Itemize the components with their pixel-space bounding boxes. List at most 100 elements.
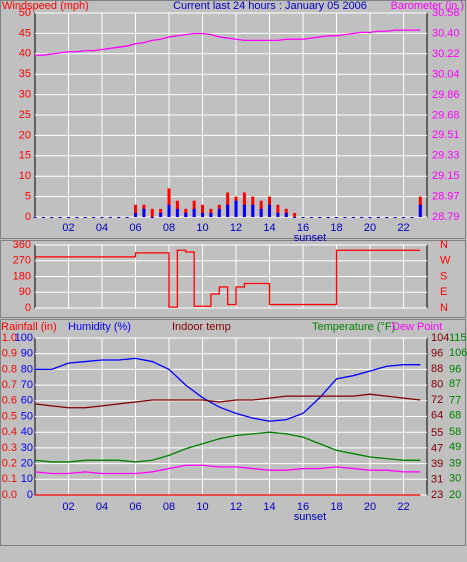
x-tick-label: 22: [397, 501, 409, 513]
y-tick-label: 45: [19, 27, 31, 39]
x-tick-label: 16: [297, 501, 309, 513]
bar: [276, 212, 280, 217]
legend-label: Barometer (in.): [391, 0, 464, 12]
y-tick-label: 115: [449, 332, 467, 344]
y-tick-label: 23: [431, 489, 443, 501]
y-tick-label: 31: [431, 473, 443, 485]
chart-title: Current last 24 hours : January 05 2006: [173, 0, 367, 12]
x-tick-label: 12: [230, 501, 242, 513]
y-tick-label: 80: [21, 363, 33, 375]
bar: [335, 217, 339, 218]
y-tick-label: 55: [431, 427, 443, 439]
y-tick-label: 29.33: [432, 149, 460, 161]
bar: [301, 217, 305, 218]
bar: [326, 217, 330, 218]
bar: [134, 212, 138, 217]
bar: [201, 204, 205, 217]
x-tick-label: 16: [297, 222, 309, 234]
y-tick-label: 106: [449, 347, 467, 359]
x-tick-label: 02: [62, 222, 74, 234]
y-tick-label: 360: [13, 239, 31, 251]
y-tick-label: 40: [19, 48, 31, 60]
series-line: [35, 29, 421, 56]
y-tick-label: 104: [431, 332, 449, 344]
y-tick-label: 29.68: [432, 109, 460, 121]
y-tick-label: 0: [25, 302, 31, 314]
bar: [192, 208, 196, 217]
y-tick-label: 1.0: [2, 332, 17, 344]
bar: [67, 217, 71, 218]
y-tick-label: 30: [19, 89, 31, 101]
x-tick-label: 08: [163, 222, 175, 234]
y-tick-label: N: [440, 239, 448, 251]
x-tick-label: 04: [96, 501, 108, 513]
y-tick-label: 0.2: [2, 458, 17, 470]
x-tick-label: 14: [263, 501, 275, 513]
y-tick-label: 10: [21, 473, 33, 485]
bar: [293, 217, 297, 218]
y-tick-label: 30.04: [432, 68, 460, 80]
legend-label: Indoor temp: [172, 321, 231, 333]
y-tick-label: 30.58: [432, 7, 460, 19]
bar: [41, 217, 45, 218]
bar: [251, 204, 255, 217]
x-tick-label: 14: [263, 222, 275, 234]
bar: [75, 217, 79, 218]
bar: [159, 212, 163, 217]
y-tick-label: 88: [431, 363, 443, 375]
y-tick-label: 30: [449, 472, 461, 484]
y-tick-label: W: [440, 255, 451, 267]
bar: [33, 217, 37, 218]
y-tick-label: 68: [449, 410, 461, 422]
y-tick-label: E: [440, 286, 447, 298]
bar: [58, 217, 62, 218]
bar: [259, 208, 263, 217]
x-tick-label: 12: [230, 222, 242, 234]
y-tick-label: 72: [431, 394, 443, 406]
y-tick-label: 0.4: [2, 426, 17, 438]
legend-label: Dew Point: [392, 321, 442, 333]
y-tick-label: 30: [21, 442, 33, 454]
y-tick-label: 40: [21, 426, 33, 438]
bar: [83, 217, 87, 218]
y-tick-label: 64: [431, 409, 443, 421]
y-tick-label: 58: [449, 426, 461, 438]
x-tick-label: 02: [62, 501, 74, 513]
y-tick-label: 0.3: [2, 442, 17, 454]
y-tick-label: 96: [449, 363, 461, 375]
bar: [293, 212, 297, 217]
bar: [175, 208, 179, 217]
series-line: [34, 393, 421, 409]
bar: [309, 217, 313, 218]
bar: [234, 200, 238, 217]
y-tick-label: 20: [21, 458, 33, 470]
y-tick-label: S: [440, 270, 447, 282]
bar: [268, 204, 272, 217]
bar: [92, 217, 96, 218]
annotation: sunset: [294, 511, 326, 523]
bar: [276, 204, 280, 217]
bar: [150, 208, 154, 217]
bar: [142, 208, 146, 217]
y-tick-label: 29.15: [432, 170, 460, 182]
y-tick-label: 0.7: [2, 379, 17, 391]
x-tick-label: 10: [196, 501, 208, 513]
y-tick-label: 10: [19, 170, 31, 182]
bar: [167, 204, 171, 217]
y-tick-label: 20: [19, 129, 31, 141]
y-tick-label: 70: [21, 379, 33, 391]
bar: [410, 217, 414, 218]
bar: [242, 204, 246, 217]
y-tick-label: 0.5: [2, 410, 17, 422]
y-tick-label: 90: [19, 286, 31, 298]
y-tick-label: 0.8: [2, 363, 17, 375]
bar: [226, 204, 230, 217]
y-tick-label: 270: [13, 255, 31, 267]
y-tick-label: 0.1: [2, 473, 17, 485]
bar: [167, 188, 171, 217]
y-tick-label: 60: [21, 395, 33, 407]
y-tick-label: 25: [19, 109, 31, 121]
y-tick-label: 20: [449, 489, 461, 501]
y-tick-label: 87: [449, 378, 461, 390]
